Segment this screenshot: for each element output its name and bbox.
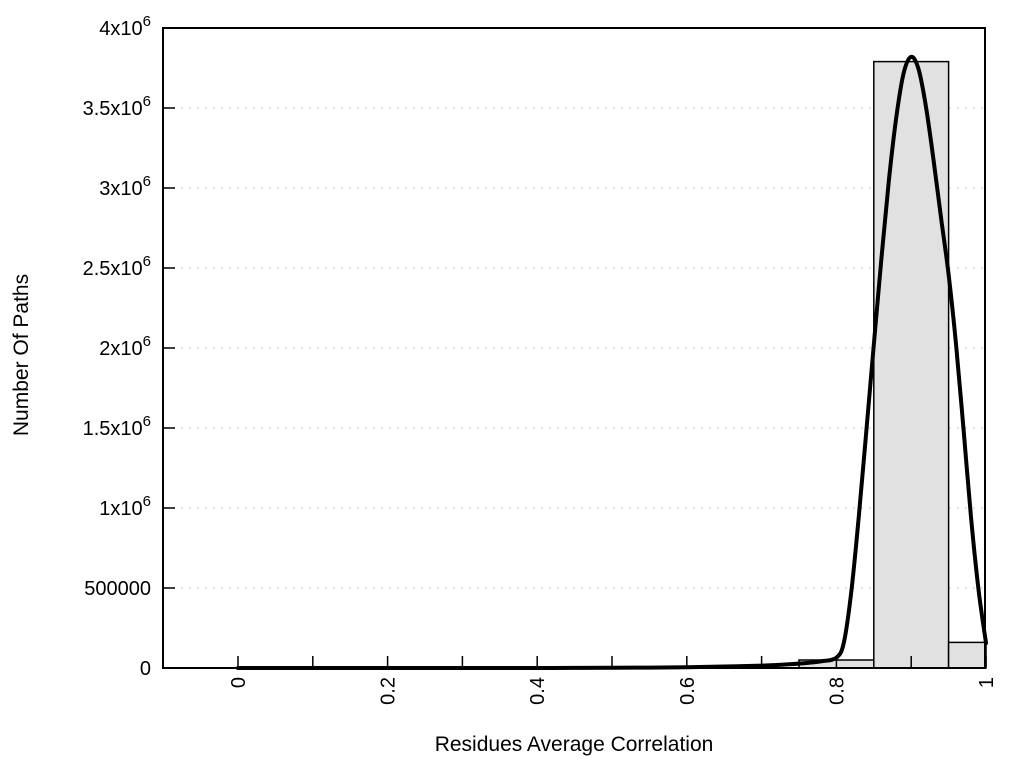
y-tick-label: 3x106 [99, 173, 151, 200]
x-tick-label: 0.2 [378, 677, 400, 705]
histogram-bar [873, 60, 950, 669]
x-tick-label: 0.8 [826, 677, 848, 705]
x-axis-ticks: 0 0.2 0.4 0.6 0.8 1 [228, 656, 998, 705]
histogram-bar [947, 641, 987, 669]
x-tick-label: 1 [976, 677, 998, 688]
y-tick-label: 3.5x106 [83, 93, 151, 120]
histogram-bars [798, 60, 987, 669]
y-tick-label: 0 [140, 658, 151, 680]
y-tick-label: 4x106 [99, 13, 151, 40]
y-tick-label: 500000 [84, 578, 151, 600]
y-tick-label: 2.5x106 [83, 253, 151, 280]
y-axis-ticks: 0 500000 1x106 1.5x106 2x106 2.5x106 3x106 3.5x… [83, 13, 175, 680]
x-tick-label: 0.4 [527, 677, 549, 705]
y-axis-title: Number Of Paths [10, 273, 33, 437]
y-tick-label: 1.5x106 [83, 413, 151, 440]
density-curve [236, 54, 988, 671]
x-tick-label: 0.6 [677, 677, 699, 705]
x-tick-label: 0 [228, 677, 250, 688]
gridlines [165, 107, 983, 589]
y-tick-label: 1x106 [99, 493, 151, 520]
y-tick-label: 2x106 [99, 333, 151, 360]
x-axis-title: Residues Average Correlation [434, 733, 714, 756]
